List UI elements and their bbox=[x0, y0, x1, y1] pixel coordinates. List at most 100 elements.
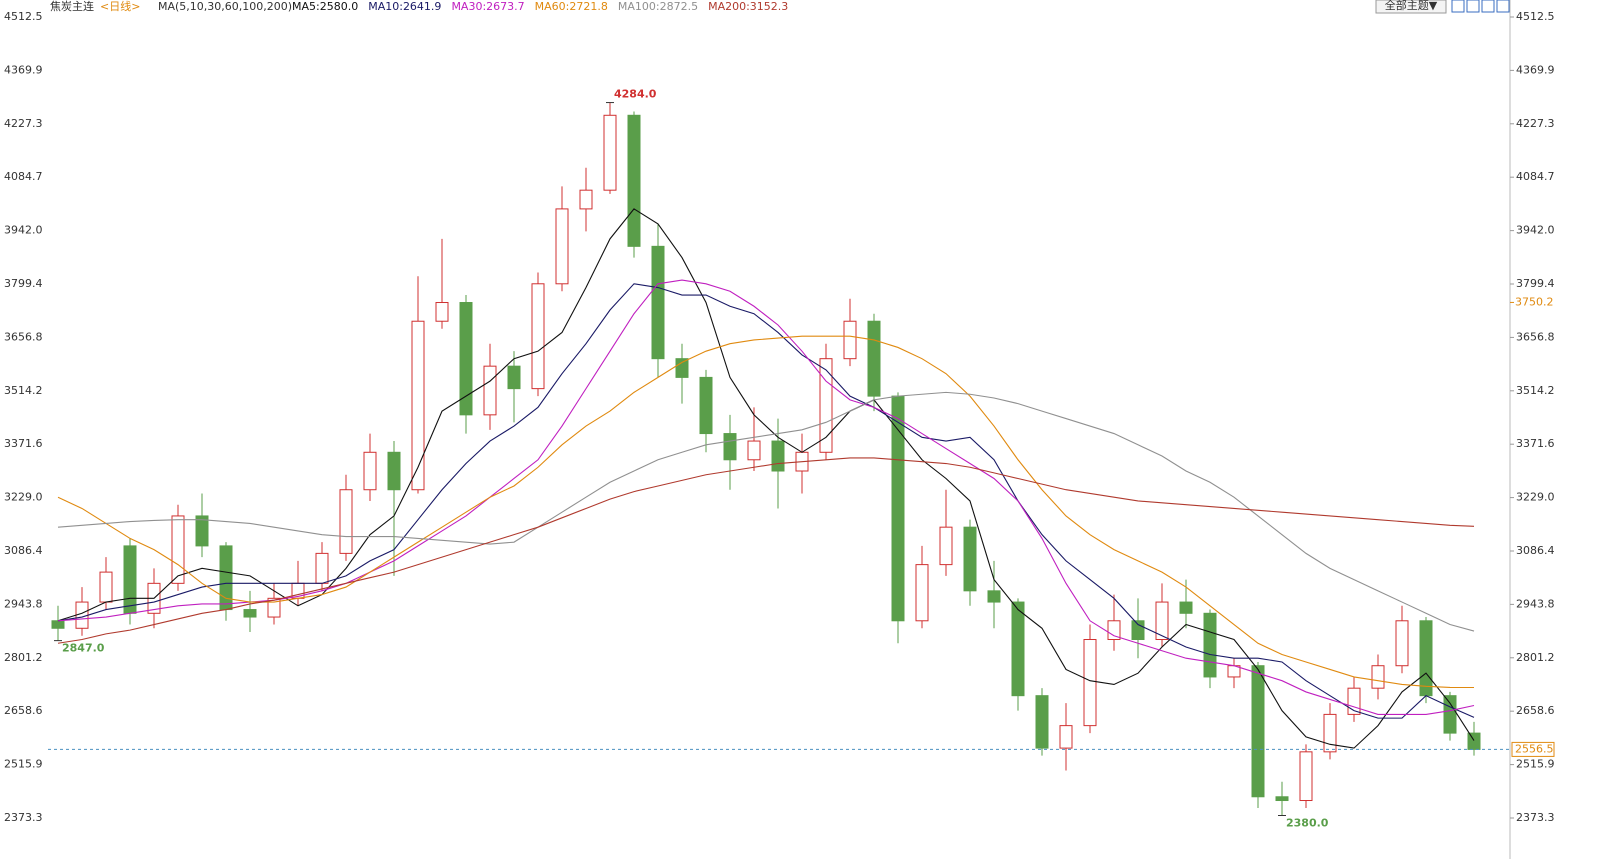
y-tick-label-right: 2801.2 bbox=[1516, 651, 1555, 664]
candle-body bbox=[843, 320, 857, 360]
y-tick-label: 3229.0 bbox=[4, 491, 43, 504]
button-label[interactable]: 全部主题▼ bbox=[1385, 0, 1438, 12]
candle-body bbox=[603, 114, 617, 191]
candle-body bbox=[819, 358, 833, 453]
candle-body bbox=[555, 208, 569, 285]
candle-body bbox=[1395, 620, 1409, 667]
candle-body bbox=[123, 545, 137, 614]
candle-body bbox=[675, 358, 689, 378]
candle-body bbox=[1035, 695, 1049, 749]
candle-body bbox=[1467, 732, 1481, 750]
theme-button[interactable]: 全部主题▼ bbox=[1375, 0, 1447, 14]
price-tag: 2556.5 bbox=[1515, 742, 1554, 755]
tool-icon[interactable] bbox=[1451, 0, 1465, 13]
legend-entry: MA30:2673.7 bbox=[451, 0, 524, 13]
y-tick-label-right: 2515.9 bbox=[1516, 758, 1555, 771]
y-tick-label-right: 3514.2 bbox=[1516, 384, 1555, 397]
candle-body bbox=[1059, 725, 1073, 749]
candle-body bbox=[1323, 713, 1337, 753]
candle-body bbox=[267, 597, 281, 618]
candle-body bbox=[315, 552, 329, 584]
candle-body bbox=[483, 365, 497, 416]
legend-entry: MA10:2641.9 bbox=[368, 0, 441, 13]
candle-body bbox=[987, 590, 1001, 603]
price-tag-frame bbox=[1511, 741, 1555, 757]
candle-body bbox=[1155, 601, 1169, 641]
y-tick-label-right: 3942.0 bbox=[1516, 224, 1555, 237]
legend-entry: MA5:2580.0 bbox=[292, 0, 358, 13]
candle-body bbox=[651, 245, 665, 360]
y-tick-label: 3086.4 bbox=[4, 544, 43, 557]
y-tick-label: 4369.9 bbox=[4, 63, 43, 76]
annotation-label: 2847.0 bbox=[62, 642, 105, 655]
price-tag: 3750.2 bbox=[1515, 295, 1554, 308]
y-tick-label-right: 3229.0 bbox=[1516, 491, 1555, 504]
candle-body bbox=[51, 620, 65, 629]
ma-line bbox=[57, 208, 1475, 749]
candle-body bbox=[1419, 620, 1433, 697]
candle-body bbox=[627, 114, 641, 247]
y-tick-label: 3799.4 bbox=[4, 277, 43, 290]
annotation-label: 2380.0 bbox=[1286, 816, 1329, 829]
ma-line bbox=[57, 279, 1475, 715]
candle-body bbox=[507, 365, 521, 390]
candle-body bbox=[723, 433, 737, 461]
y-tick-label: 3942.0 bbox=[4, 224, 43, 237]
candle-body bbox=[915, 564, 929, 622]
candle-body bbox=[771, 440, 785, 472]
candle-body bbox=[699, 376, 713, 435]
candle-body bbox=[1299, 751, 1313, 802]
title: 焦炭主连 bbox=[50, 0, 94, 13]
button-frame[interactable] bbox=[1375, 0, 1447, 14]
candle-body bbox=[99, 571, 113, 603]
y-tick-label: 4227.3 bbox=[4, 117, 43, 130]
period: <日线> bbox=[100, 0, 140, 13]
candle-body bbox=[1179, 601, 1193, 614]
y-tick-label: 2801.2 bbox=[4, 651, 43, 664]
legend-entry: MA200:3152.3 bbox=[708, 0, 788, 13]
candle-body bbox=[1131, 620, 1145, 641]
y-tick-label: 3656.8 bbox=[4, 330, 43, 343]
legend-entry: MA100:2872.5 bbox=[618, 0, 698, 13]
candle-body bbox=[339, 489, 353, 554]
y-tick-label-right: 3656.8 bbox=[1516, 330, 1555, 343]
y-tick-label-right: 3086.4 bbox=[1516, 544, 1555, 557]
candle-body bbox=[1083, 639, 1097, 727]
candle-body bbox=[1203, 612, 1217, 678]
y-tick-label-right: 2658.6 bbox=[1516, 704, 1555, 717]
candle-body bbox=[219, 545, 233, 611]
ma-line bbox=[57, 391, 1475, 632]
tool-icon[interactable] bbox=[1481, 0, 1495, 13]
y-tick-label-right: 3799.4 bbox=[1516, 277, 1555, 290]
y-tick-label: 3514.2 bbox=[4, 384, 43, 397]
y-tick-label-right: 3371.6 bbox=[1516, 437, 1555, 450]
candle-body bbox=[459, 302, 473, 416]
candle-body bbox=[387, 451, 401, 491]
y-tick-label-right: 4512.5 bbox=[1516, 10, 1555, 23]
tool-icon[interactable] bbox=[1496, 0, 1510, 13]
y-tick-label: 4084.7 bbox=[4, 170, 43, 183]
legend-entry: MA60:2721.8 bbox=[535, 0, 608, 13]
candle-body bbox=[435, 302, 449, 322]
candle-body bbox=[579, 189, 593, 210]
annotation-label: 4284.0 bbox=[614, 88, 657, 101]
ma-line bbox=[57, 457, 1475, 644]
y-tick-label-right: 4227.3 bbox=[1516, 117, 1555, 130]
ma-line bbox=[57, 283, 1475, 719]
candle-body bbox=[1251, 665, 1265, 798]
y-tick-label-right: 2373.3 bbox=[1516, 811, 1555, 824]
candle-body bbox=[171, 515, 185, 584]
y-tick-label: 2658.6 bbox=[4, 704, 43, 717]
y-tick-label: 2515.9 bbox=[4, 758, 43, 771]
candle-body bbox=[1443, 695, 1457, 734]
y-tick-label: 3371.6 bbox=[4, 437, 43, 450]
ma-line bbox=[57, 335, 1475, 689]
candle-body bbox=[747, 440, 761, 461]
candle-body bbox=[531, 283, 545, 390]
y-tick-label-right: 2943.8 bbox=[1516, 597, 1555, 610]
y-tick-label: 2373.3 bbox=[4, 811, 43, 824]
y-tick-label: 4512.5 bbox=[4, 10, 43, 23]
tool-icon[interactable] bbox=[1466, 0, 1480, 13]
